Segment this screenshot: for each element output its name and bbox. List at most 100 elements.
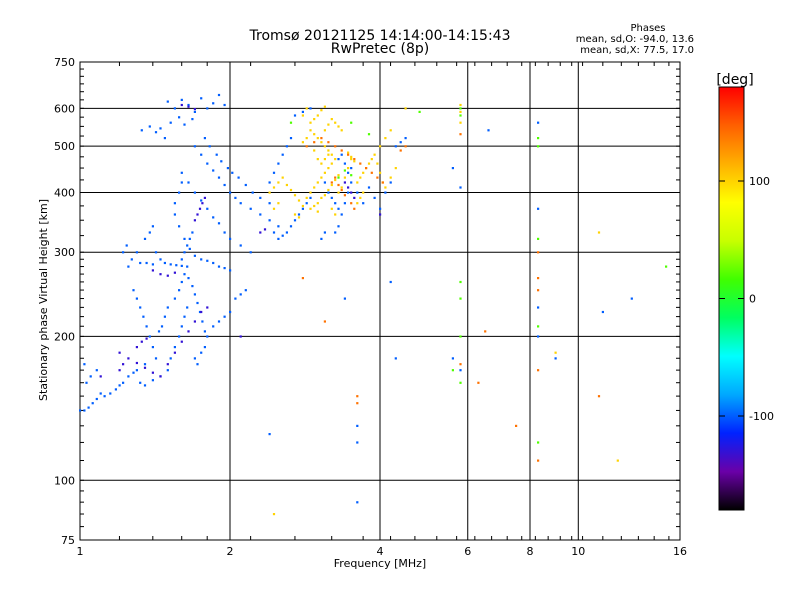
data-point — [223, 315, 226, 318]
x-tick-label: 2 — [227, 545, 234, 558]
data-point — [203, 137, 206, 140]
data-point — [188, 237, 191, 240]
x-tick-label: 1 — [77, 545, 84, 558]
data-point — [143, 363, 147, 366]
data-point — [343, 194, 346, 197]
data-point — [160, 325, 164, 328]
data-point — [148, 125, 151, 128]
data-point — [359, 176, 362, 179]
data-point — [337, 176, 340, 179]
data-point — [143, 384, 147, 387]
data-point — [251, 191, 254, 194]
data-point — [356, 202, 359, 205]
data-point — [79, 409, 82, 412]
data-point — [191, 285, 194, 288]
data-point — [201, 320, 204, 323]
data-point — [166, 369, 169, 372]
data-point — [347, 191, 350, 194]
data-point — [95, 397, 98, 401]
data-point — [140, 340, 143, 343]
data-point — [379, 145, 382, 148]
data-point — [394, 145, 397, 148]
data-point — [301, 141, 304, 144]
data-point — [85, 381, 88, 384]
data-point — [277, 181, 280, 184]
data-point — [327, 191, 330, 194]
colorbar-tick-label: -100 — [749, 410, 774, 423]
data-point — [459, 335, 462, 338]
data-point — [350, 202, 353, 205]
data-point — [309, 196, 312, 199]
data-point — [334, 231, 337, 234]
x-tick-label: 6 — [464, 545, 471, 558]
data-point — [281, 176, 284, 179]
data-point — [159, 375, 162, 378]
data-point — [343, 176, 346, 179]
data-point — [206, 107, 209, 110]
data-point — [316, 137, 319, 140]
data-point — [135, 369, 138, 372]
data-point — [277, 202, 280, 205]
data-point — [597, 395, 601, 398]
data-point — [193, 191, 196, 194]
data-point — [394, 167, 397, 170]
data-point — [459, 297, 462, 300]
data-point — [367, 133, 371, 136]
data-point — [451, 357, 454, 360]
data-point — [220, 160, 223, 163]
data-point — [135, 297, 138, 300]
data-point — [394, 357, 397, 360]
data-point — [301, 207, 304, 210]
data-point — [320, 196, 323, 199]
y-tick-label: 750 — [54, 56, 75, 69]
data-point — [334, 145, 337, 148]
data-point — [145, 337, 148, 340]
x-tick-label: 4 — [377, 545, 384, 558]
data-point — [268, 433, 271, 436]
data-point — [365, 167, 368, 170]
data-point — [327, 149, 330, 152]
data-point — [272, 231, 276, 234]
stats-line-o: mean, sd,O: -94.0, 13.6 — [576, 34, 694, 45]
data-point — [353, 196, 356, 199]
data-point — [309, 207, 312, 210]
data-point — [180, 258, 183, 261]
data-point — [293, 114, 297, 117]
data-point — [353, 158, 356, 161]
data-point — [200, 310, 203, 314]
data-point — [459, 280, 462, 284]
x-tick-label: 16 — [673, 545, 687, 558]
data-point — [347, 186, 350, 189]
data-point — [350, 121, 353, 124]
data-point — [323, 194, 326, 197]
data-point — [139, 381, 142, 384]
data-point — [487, 129, 490, 132]
data-point — [337, 207, 340, 210]
data-point — [196, 213, 199, 216]
data-point — [356, 424, 359, 427]
data-point — [451, 167, 454, 170]
data-point — [367, 186, 371, 189]
data-point — [193, 254, 196, 257]
data-point — [186, 306, 189, 309]
data-point — [277, 225, 280, 228]
data-point — [313, 141, 316, 144]
data-point — [173, 271, 176, 274]
data-point — [206, 207, 209, 210]
data-point — [203, 196, 206, 199]
chart-title: Tromsø 20121125 14:14:00-14:15:43 — [249, 28, 511, 44]
y-tick-label: 400 — [54, 186, 75, 199]
data-point — [180, 98, 183, 101]
data-point — [223, 103, 226, 107]
data-point — [337, 183, 340, 187]
data-point — [289, 121, 293, 124]
x-axis-label: Frequency [MHz] — [334, 557, 426, 570]
data-point — [217, 176, 221, 179]
data-point — [268, 191, 271, 194]
data-point — [135, 251, 138, 254]
data-point — [180, 340, 183, 343]
data-point — [323, 171, 326, 174]
data-point — [249, 207, 252, 210]
data-point — [356, 191, 359, 194]
data-point — [206, 306, 209, 309]
